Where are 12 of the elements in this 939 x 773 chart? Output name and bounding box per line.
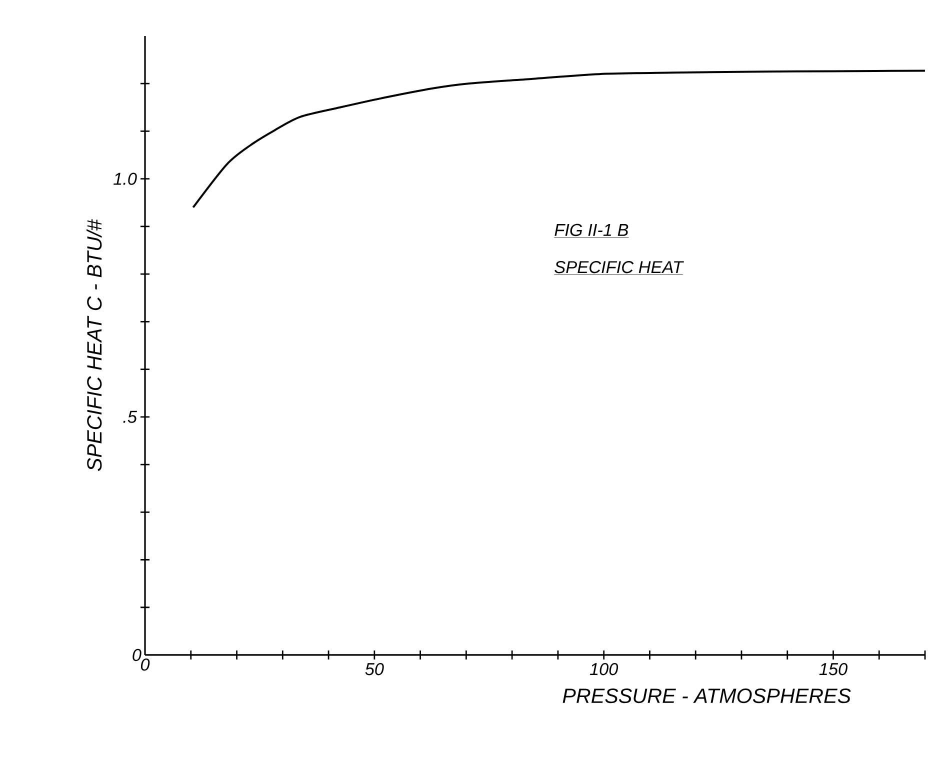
x-tick-label: 50 (365, 663, 384, 676)
line-series (192, 70, 926, 208)
annotation: FIG II-1 B (554, 224, 628, 236)
y-tick-label: 0 (132, 648, 142, 662)
x-tick-label: 0 (140, 658, 150, 671)
x-tick-label: 100 (590, 663, 618, 676)
y-tick-label: 1.0 (114, 172, 137, 185)
x-axis-title: PRESSURE - ATMOSPHERES (562, 688, 851, 704)
y-tick-label: .5 (123, 410, 138, 423)
annotation: SPECIFIC HEAT (554, 261, 684, 274)
x-tick-label: 150 (819, 663, 848, 676)
y-axis-title: SPECIFIC HEAT C - BTU/# (86, 219, 102, 471)
